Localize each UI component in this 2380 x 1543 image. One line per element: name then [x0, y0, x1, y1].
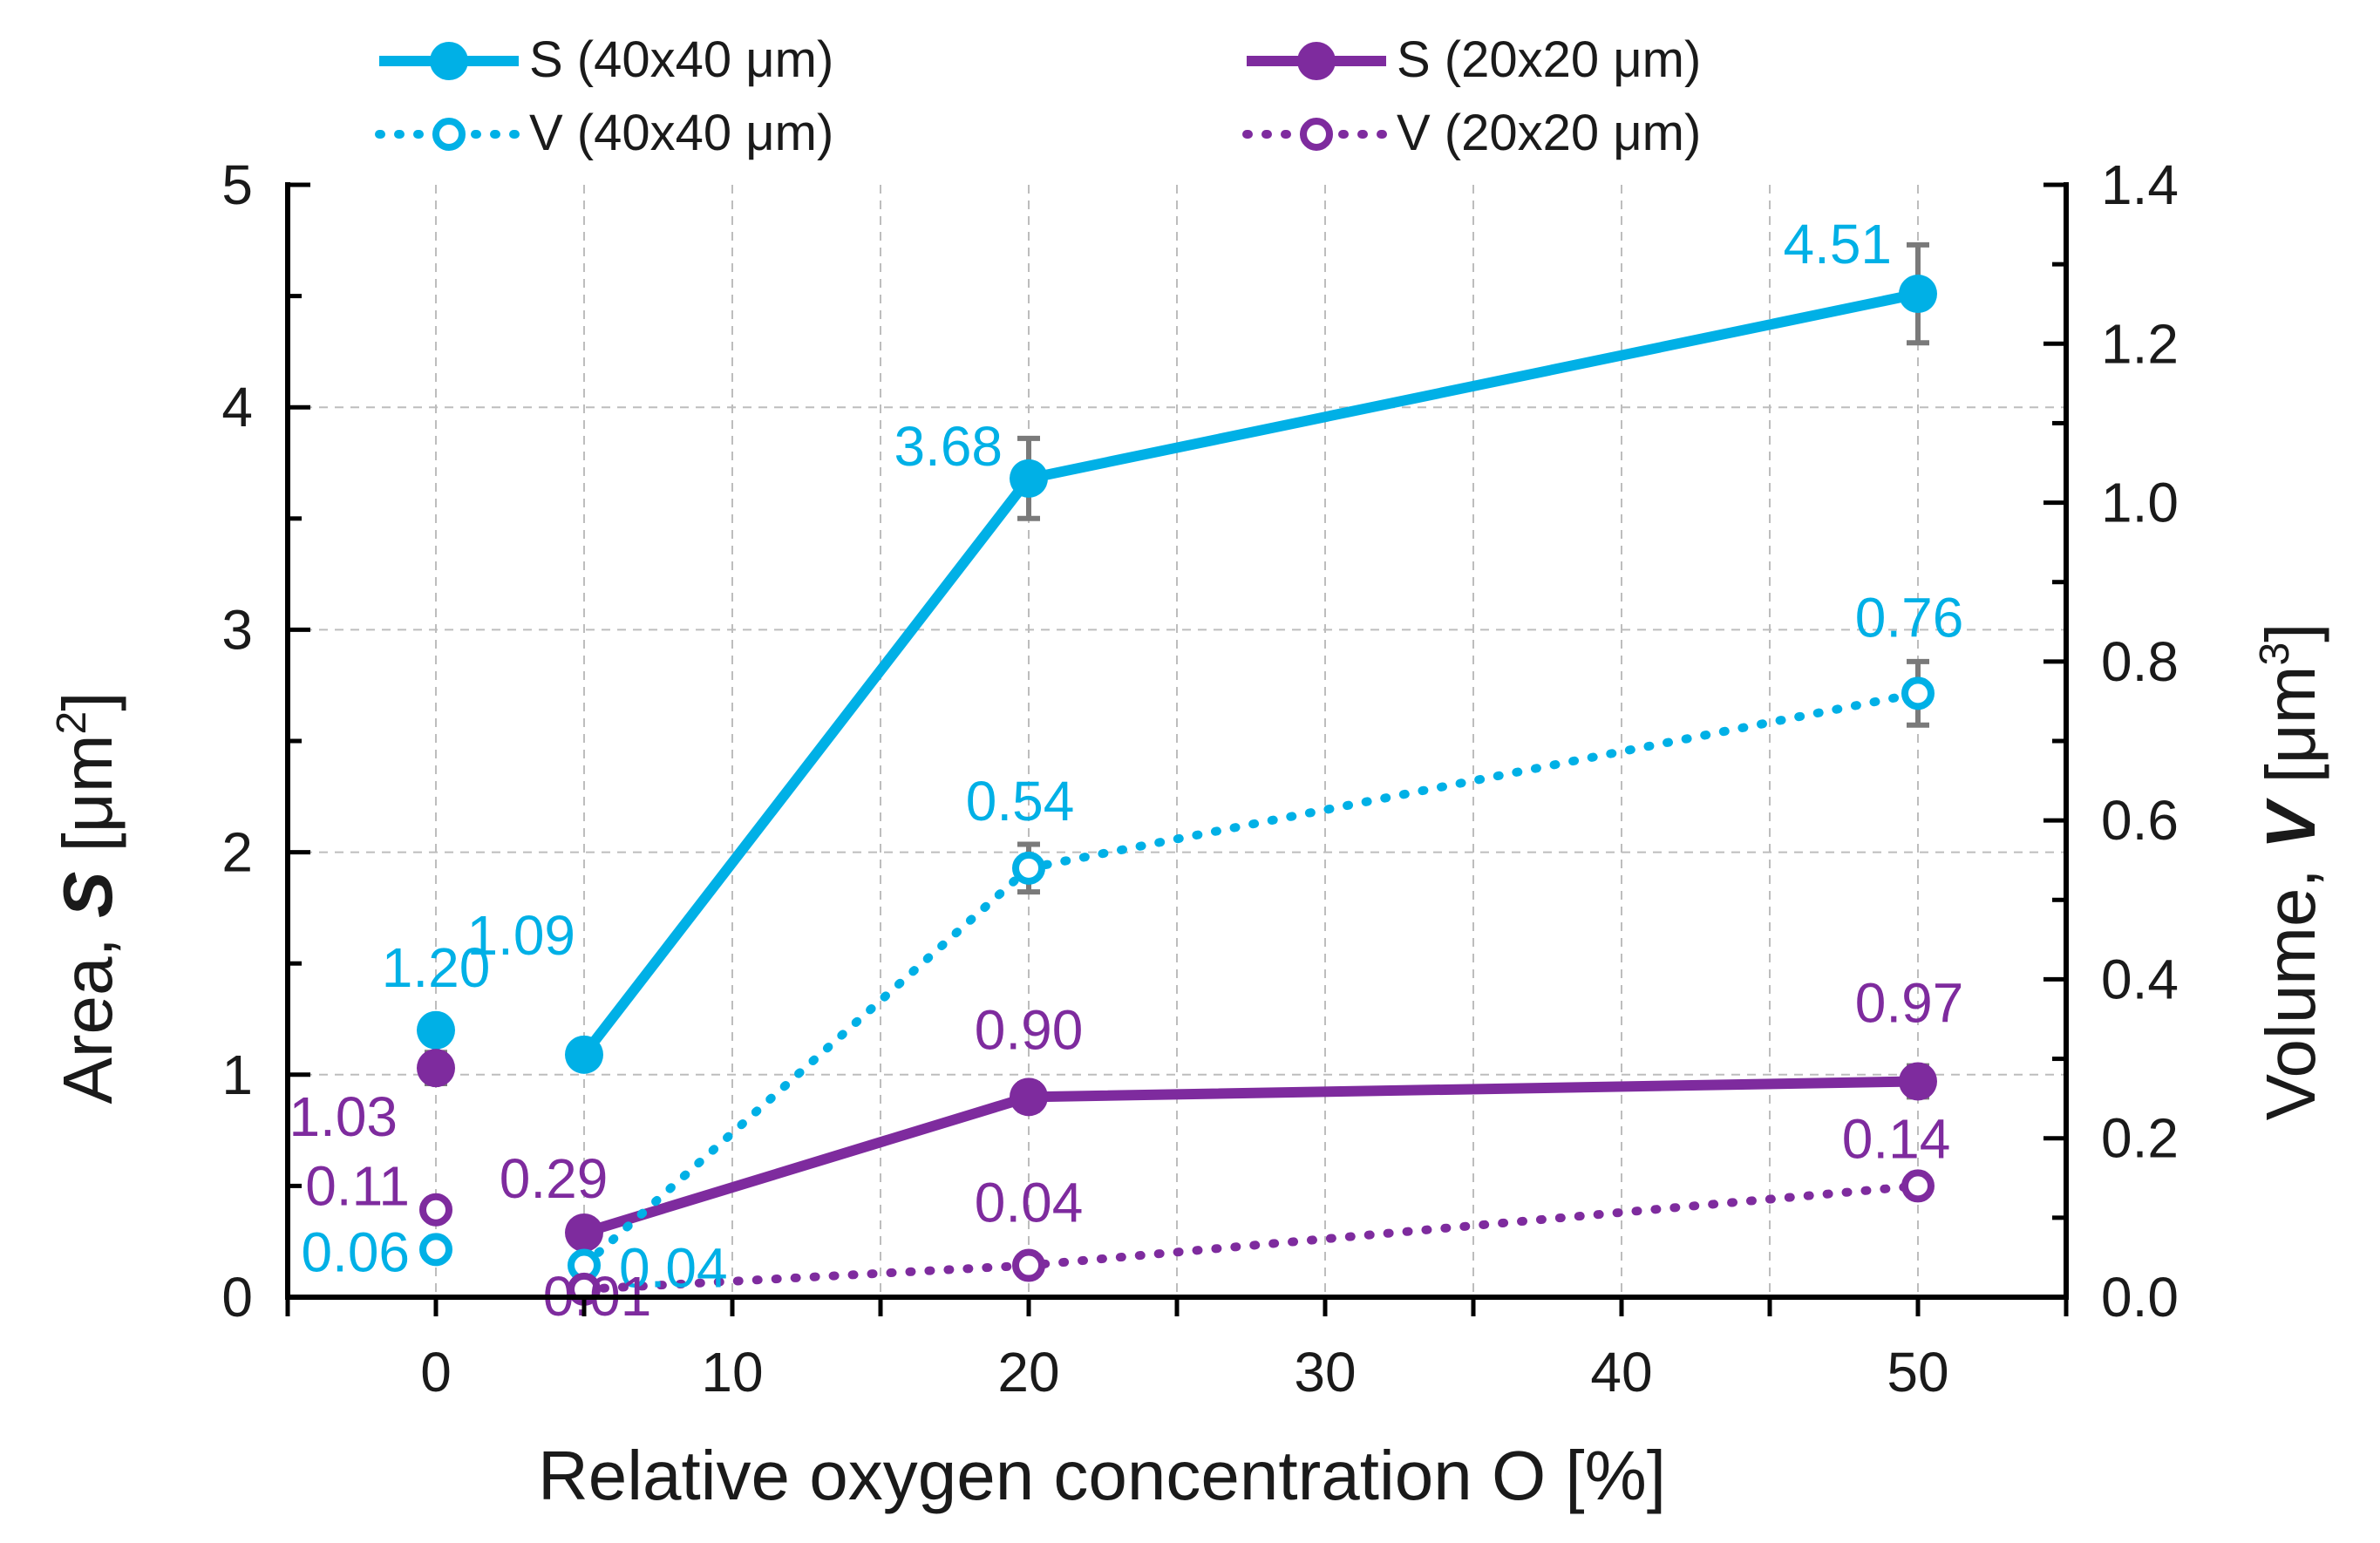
data-point — [565, 1035, 603, 1074]
data-point — [1010, 1077, 1048, 1117]
legend-swatch-marker — [1297, 42, 1336, 80]
data-label: 4.51 — [1783, 213, 1892, 275]
y2-tick-label: 0.2 — [2101, 1107, 2179, 1170]
data-label: 0.76 — [1855, 586, 1964, 649]
data-point — [417, 1049, 455, 1088]
legend-swatch-marker — [432, 118, 466, 151]
y2-axis-label: Volume, V [μm3] — [2252, 623, 2329, 1121]
legend-swatch-marker — [430, 42, 468, 80]
data-label: 1.03 — [289, 1085, 398, 1148]
data-point — [417, 1010, 455, 1050]
data-label: 1.20 — [382, 936, 491, 999]
data-point — [1901, 1169, 1935, 1203]
y2-tick-label: 0.0 — [2101, 1266, 2179, 1329]
y2-tick-label: 0.4 — [2101, 948, 2179, 1010]
data-point — [1010, 459, 1048, 498]
data-label: 0.06 — [301, 1220, 410, 1283]
data-point — [1012, 1248, 1045, 1282]
series-line — [580, 1181, 1922, 1294]
y2-tick-label: 1.0 — [2101, 472, 2179, 534]
series-s-20x20-m- — [417, 1049, 1937, 1252]
y-tick-label: 0 — [221, 1266, 253, 1329]
data-label: 1.09 — [466, 904, 575, 967]
legend-swatch-marker — [1300, 118, 1333, 151]
data-point — [565, 1213, 603, 1252]
y-tick-label: 5 — [221, 153, 253, 216]
legend-item: V (20x20 μm) — [1242, 105, 1701, 161]
x-tick-label: 40 — [1590, 1341, 1652, 1404]
data-label: 0.04 — [619, 1237, 728, 1300]
data-label: 0.04 — [975, 1172, 1084, 1234]
data-point — [1899, 275, 1937, 314]
data-label: 0.54 — [966, 770, 1075, 833]
legend-item: V (40x40 μm) — [375, 105, 833, 161]
series-s-40x40-m- — [417, 241, 1937, 1074]
y2-tick-label: 0.6 — [2101, 789, 2179, 852]
y-axis-label: Area, S [μm2] — [49, 692, 126, 1105]
series-line — [580, 689, 1922, 1270]
y2-tick-label: 1.2 — [2101, 312, 2179, 375]
legend-label: V (20x20 μm) — [1397, 105, 1701, 161]
data-point — [1012, 851, 1045, 885]
data-point — [1901, 676, 1935, 710]
data-label: 0.11 — [305, 1155, 410, 1218]
data-point — [1899, 1062, 1937, 1101]
legend-label: S (40x40 μm) — [529, 31, 833, 88]
legend-item: S (20x20 μm) — [1247, 31, 1701, 88]
x-axis-label: Relative oxygen concentration O [%] — [538, 1437, 1666, 1514]
x-tick-label: 10 — [701, 1341, 763, 1404]
series-line — [582, 1076, 1919, 1238]
x-tick-label: 0 — [420, 1341, 452, 1404]
y2-tick-label: 0.8 — [2101, 630, 2179, 693]
legend-item: S (40x40 μm) — [379, 31, 833, 88]
data-labels: 1.201.09 3.68 4.51 1.03 0.29 0.90 0.97 0.06 0.04… — [289, 213, 1963, 1328]
x-tick-label: 20 — [997, 1341, 1059, 1404]
series-layer — [417, 241, 1937, 1306]
y2-tick-label: 1.4 — [2101, 153, 2179, 216]
data-label: 0.90 — [975, 998, 1084, 1061]
legend-label: V (40x40 μm) — [529, 105, 833, 161]
y-tick-label: 3 — [221, 598, 253, 661]
legend-label: S (20x20 μm) — [1397, 31, 1701, 88]
data-label: 0.29 — [500, 1147, 609, 1210]
legend: S (40x40 μm) S (20x20 μm) V (40x40 μm) V (2… — [375, 31, 1701, 161]
axes: 0 10 20 30 40 50 0 1 2 3 4 5 0.0 0.2 0.4 0.6 0.8 1.0 1.2 1.… — [221, 153, 2179, 1404]
data-point — [419, 1193, 452, 1227]
x-tick-label: 30 — [1294, 1341, 1356, 1404]
y-tick-label: 1 — [221, 1043, 253, 1106]
data-label: 3.68 — [894, 415, 1003, 478]
grid-lines — [288, 185, 2066, 1297]
series-v-20x20-m- — [419, 1169, 1935, 1306]
y-tick-label: 2 — [221, 821, 253, 884]
y-tick-label: 4 — [221, 376, 253, 438]
data-point — [419, 1233, 452, 1267]
series-v-40x40-m- — [419, 658, 1935, 1282]
data-label: 0.97 — [1855, 971, 1964, 1034]
data-label: 0.14 — [1842, 1107, 1951, 1170]
x-tick-label: 50 — [1887, 1341, 1948, 1404]
